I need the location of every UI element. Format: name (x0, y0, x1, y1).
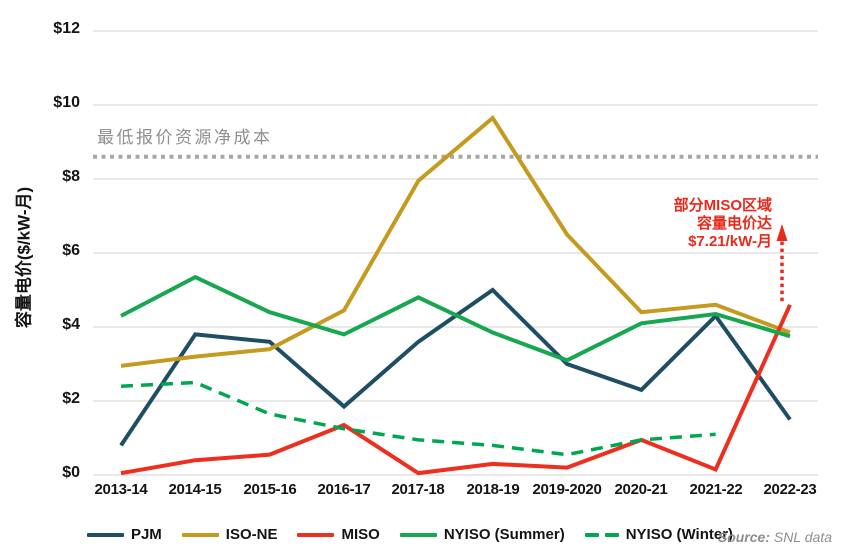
legend-item-nyiso-winter: NYISO (Winter) (584, 526, 734, 543)
source-text: SNL data (773, 529, 832, 545)
x-axis-tick-label: 2020-21 (614, 481, 668, 498)
x-axis-tick-label: 2017-18 (391, 481, 445, 498)
x-axis-tick-label: 2021-22 (689, 481, 743, 498)
x-axis-tick-label: 2013-14 (94, 481, 148, 498)
series-line-iso-ne (120, 114, 791, 368)
legend-label: MISO (341, 526, 380, 543)
legend-item-nyiso-summer: NYISO (Summer) (399, 526, 565, 543)
y-axis-tick-label: $12 (53, 20, 80, 37)
x-axis-tick-label: 2015-16 (243, 481, 297, 498)
series-line-nyiso-summer (120, 274, 791, 363)
miso-price-annotation: 部分MISO区域 容量电价达 $7.21/kW-月 (674, 197, 772, 251)
y-axis-tick-label: $2 (62, 390, 80, 407)
y-axis-tick-label: $8 (62, 168, 80, 185)
legend-label: NYISO (Summer) (443, 526, 565, 543)
annotation-line: 容量电价达 (696, 215, 772, 232)
iso-ne-line-swatch (181, 532, 219, 537)
y-axis-tick-label: $10 (53, 94, 80, 111)
series-line-nyiso-winter (120, 380, 716, 457)
threshold-label: 最低报价资源净成本 (97, 128, 273, 147)
legend-item-iso-ne: ISO-NE (181, 526, 278, 543)
x-axis-tick-label: 2022-23 (763, 481, 817, 498)
nyiso-summer-line-swatch (399, 532, 437, 537)
annotation-arrow-head (776, 224, 788, 242)
y-axis-title: 容量电价($/kW-月) (14, 186, 34, 329)
nyiso-winter-dashed-swatch (584, 532, 619, 537)
x-axis-tick-label: 2014-15 (168, 481, 222, 498)
x-axis-tick-label: 2016-17 (317, 481, 371, 498)
legend-label: PJM (130, 526, 162, 543)
x-axis-tick-label: 2018-19 (466, 481, 520, 498)
legend-label: NYISO (Winter) (625, 526, 734, 543)
legend-item-miso: MISO (297, 526, 380, 543)
legend-item-pjm: PJM (86, 526, 162, 543)
source-prefix: Source: (717, 529, 770, 545)
legend-label: ISO-NE (225, 526, 278, 543)
y-axis-tick-label: $0 (62, 464, 80, 481)
annotation-line: 部分MISO区域 (673, 197, 772, 214)
source-attribution: Source: SNL data (718, 529, 832, 545)
chart-legend: PJM ISO-NE MISO NYISO (Summer) NYISO (Wi… (86, 526, 733, 543)
y-axis-tick-label: $6 (62, 242, 80, 259)
y-axis-tick-label: $4 (62, 316, 80, 333)
pjm-line-swatch (86, 532, 124, 537)
miso-line-swatch (297, 532, 335, 537)
series-line-miso (120, 303, 792, 476)
annotation-line: $7.21/kW-月 (688, 233, 772, 250)
x-axis-tick-label: 2019-2020 (532, 481, 602, 498)
